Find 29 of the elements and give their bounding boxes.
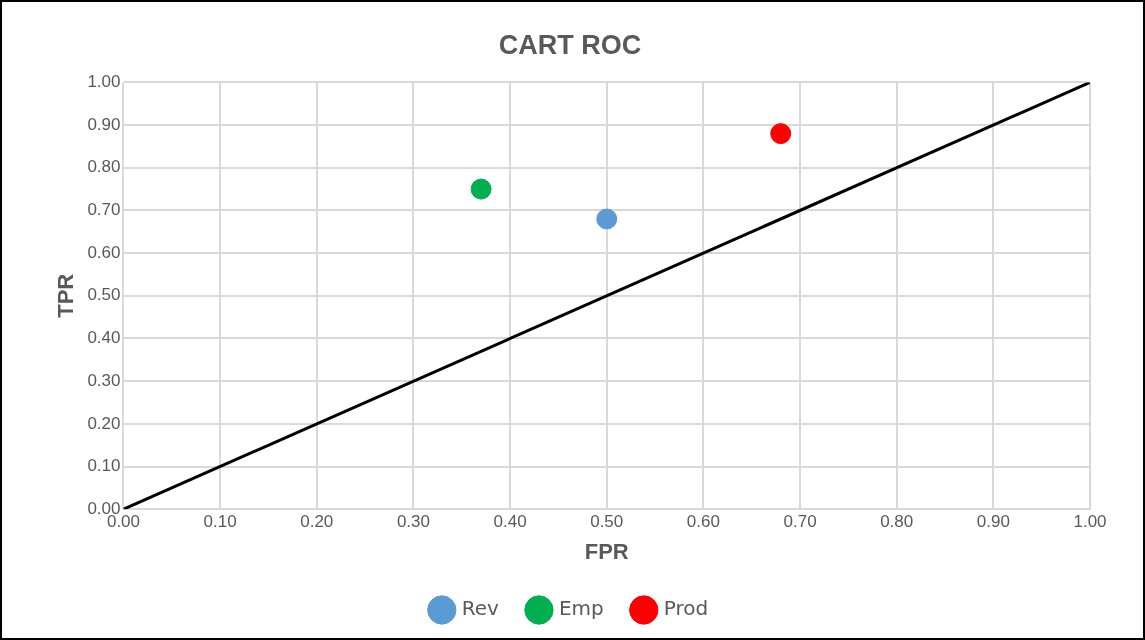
y-tick-label: 0.20 [87, 413, 121, 433]
y-tick-label: 0.50 [87, 285, 121, 305]
y-tick-label: 0.80 [87, 157, 121, 177]
x-tick-label: 0.90 [976, 512, 1010, 532]
x-tick-label: 0.50 [590, 512, 624, 532]
y-tick-label: 0.30 [87, 370, 121, 390]
y-tick-label: 1.00 [87, 72, 121, 92]
y-tick-label: 0.90 [87, 114, 121, 134]
x-axis-title: FPR [584, 538, 629, 564]
legend-label: Rev [461, 596, 500, 621]
point [596, 208, 618, 230]
x-tick-label: 0.30 [396, 512, 430, 532]
x-tick-label: 0.70 [783, 512, 817, 532]
y-axis-title: TPR [53, 273, 79, 318]
x-tick-label: 1.00 [1073, 512, 1107, 532]
y-tick-label: 0.70 [87, 200, 121, 220]
x-tick-label: 0.80 [880, 512, 914, 532]
point [770, 123, 792, 145]
x-tick-label: 0.40 [493, 512, 527, 532]
legend-label: Prod [663, 596, 709, 621]
x-tick-label: 0.20 [300, 512, 334, 532]
point [470, 178, 492, 200]
y-tick-label: 0.10 [87, 456, 121, 476]
chart-title: CART ROC [498, 29, 642, 60]
y-tick-label: 0.60 [87, 242, 121, 262]
y-tick-label: 0.40 [87, 328, 121, 348]
x-tick-label: 0.10 [203, 512, 237, 532]
x-tick-label: 0.60 [686, 512, 720, 532]
legend-label: Emp [558, 596, 604, 621]
